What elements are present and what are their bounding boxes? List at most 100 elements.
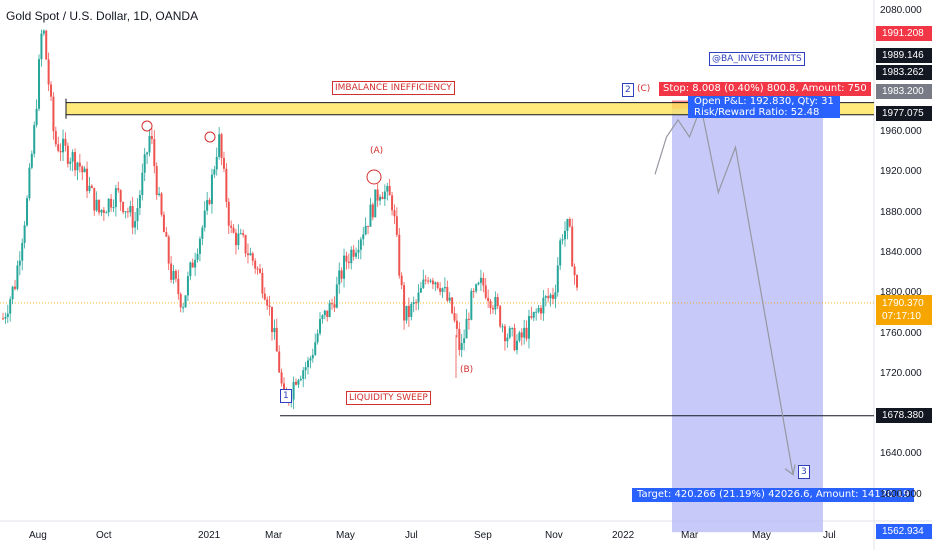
candle-body xyxy=(74,152,77,171)
candle-body xyxy=(172,270,175,280)
candle-body xyxy=(398,234,401,276)
candle-body xyxy=(489,301,492,308)
candle-body xyxy=(359,239,362,250)
candle-body xyxy=(340,270,343,279)
time-tick: Oct xyxy=(96,530,112,541)
price-tick: 1840.000 xyxy=(880,246,922,258)
candle-body xyxy=(194,259,197,268)
candle-body xyxy=(126,211,129,213)
candle-body xyxy=(148,135,151,153)
candle-body xyxy=(153,139,156,167)
candle-body xyxy=(227,201,230,226)
candle-body xyxy=(549,294,552,299)
candle-body xyxy=(302,370,305,379)
candle-body xyxy=(186,276,189,296)
pnl-label[interactable]: Open P&L: 192.830, Qty: 31 Risk/Reward R… xyxy=(688,96,840,118)
candle-body xyxy=(535,311,538,313)
candle-body xyxy=(503,326,506,342)
candle-body xyxy=(189,262,192,277)
candle-body xyxy=(532,311,535,318)
candle-body xyxy=(410,304,413,317)
price-badge: 1678.380 xyxy=(876,407,932,423)
candle-body xyxy=(501,326,504,328)
candle-body xyxy=(136,208,139,222)
candle-body xyxy=(472,290,475,292)
candle-body xyxy=(520,332,523,338)
candle-body xyxy=(213,169,216,175)
candle-body xyxy=(206,200,209,211)
candle-body xyxy=(266,299,269,306)
candle-body xyxy=(232,227,235,233)
price-tick: 1760.000 xyxy=(880,327,922,339)
candle-body xyxy=(174,270,177,279)
candle-body xyxy=(395,216,398,235)
candle-body xyxy=(179,293,182,308)
candle-body xyxy=(573,266,576,276)
candle-body xyxy=(134,221,137,228)
candle-body xyxy=(431,280,434,285)
candle-body xyxy=(441,288,444,292)
candle-body xyxy=(323,310,326,316)
wave-3-label: 3 xyxy=(798,465,810,479)
candle-body xyxy=(400,275,403,286)
candle-body xyxy=(23,225,26,243)
candle-body xyxy=(381,196,384,199)
candle-body xyxy=(28,167,31,199)
candle-body xyxy=(319,319,322,334)
candle-body xyxy=(415,302,418,304)
candle-body xyxy=(21,242,24,261)
candle-body xyxy=(292,381,295,400)
candle-body xyxy=(388,186,391,196)
candle-body xyxy=(256,268,259,270)
candle-body xyxy=(220,134,223,158)
stop-label[interactable]: Stop: 8.008 (0.40%) 800.8, Amount: 750 xyxy=(659,82,871,96)
time-tick: Jul xyxy=(823,530,836,541)
candle-body xyxy=(326,310,329,318)
candle-body xyxy=(88,185,91,192)
candle-body xyxy=(496,297,499,307)
candle-body xyxy=(254,260,257,269)
candle-body xyxy=(547,296,550,299)
author-handle: @BA_INVESTMENTS xyxy=(709,52,805,66)
wave-a-label: (A) xyxy=(370,146,384,156)
candle-body xyxy=(98,199,101,213)
projection-path xyxy=(654,104,794,475)
imbalance-label: IMBALANCE INEFFICIENCY xyxy=(332,81,455,95)
candle-body xyxy=(230,225,233,228)
candle-body xyxy=(239,233,242,235)
candle-body xyxy=(539,307,542,314)
candle-body xyxy=(556,265,559,293)
candle-body xyxy=(268,305,271,307)
time-tick: Sep xyxy=(474,530,492,541)
candle-body xyxy=(355,252,358,257)
candle-body xyxy=(566,219,569,231)
target-label[interactable]: Target: 420.266 (21.19%) 42026.6, Amount… xyxy=(632,488,915,502)
time-tick: 2021 xyxy=(198,530,221,541)
candle-body xyxy=(374,189,377,218)
candle-body xyxy=(242,233,245,236)
price-badge: 1562.934 xyxy=(876,524,932,540)
candle-body xyxy=(225,168,228,202)
candle-body xyxy=(371,204,374,218)
candle-body xyxy=(362,234,365,240)
symbol-title[interactable]: Gold Spot / U.S. Dollar, 1D, OANDA xyxy=(6,9,199,23)
price-tick: 1640.000 xyxy=(880,448,922,460)
candle-body xyxy=(299,378,302,381)
high-marker-circle xyxy=(204,131,216,143)
candle-body xyxy=(343,255,346,279)
candle-body xyxy=(379,196,382,201)
candle-body xyxy=(6,313,9,318)
candle-body xyxy=(475,284,478,292)
bar-countdown: 07:17:10 xyxy=(882,310,921,322)
wave-b-label: (B) xyxy=(460,365,474,375)
candle-body xyxy=(314,342,317,355)
candle-body xyxy=(234,232,237,246)
candle-body xyxy=(2,318,4,320)
candle-body xyxy=(453,313,456,321)
candle-body xyxy=(215,156,218,170)
candle-body xyxy=(100,209,103,213)
candle-body xyxy=(150,135,153,140)
price-tick: 1800.000 xyxy=(880,287,922,299)
price-badge: 1983.200 xyxy=(876,84,932,99)
candle-body xyxy=(307,360,310,368)
